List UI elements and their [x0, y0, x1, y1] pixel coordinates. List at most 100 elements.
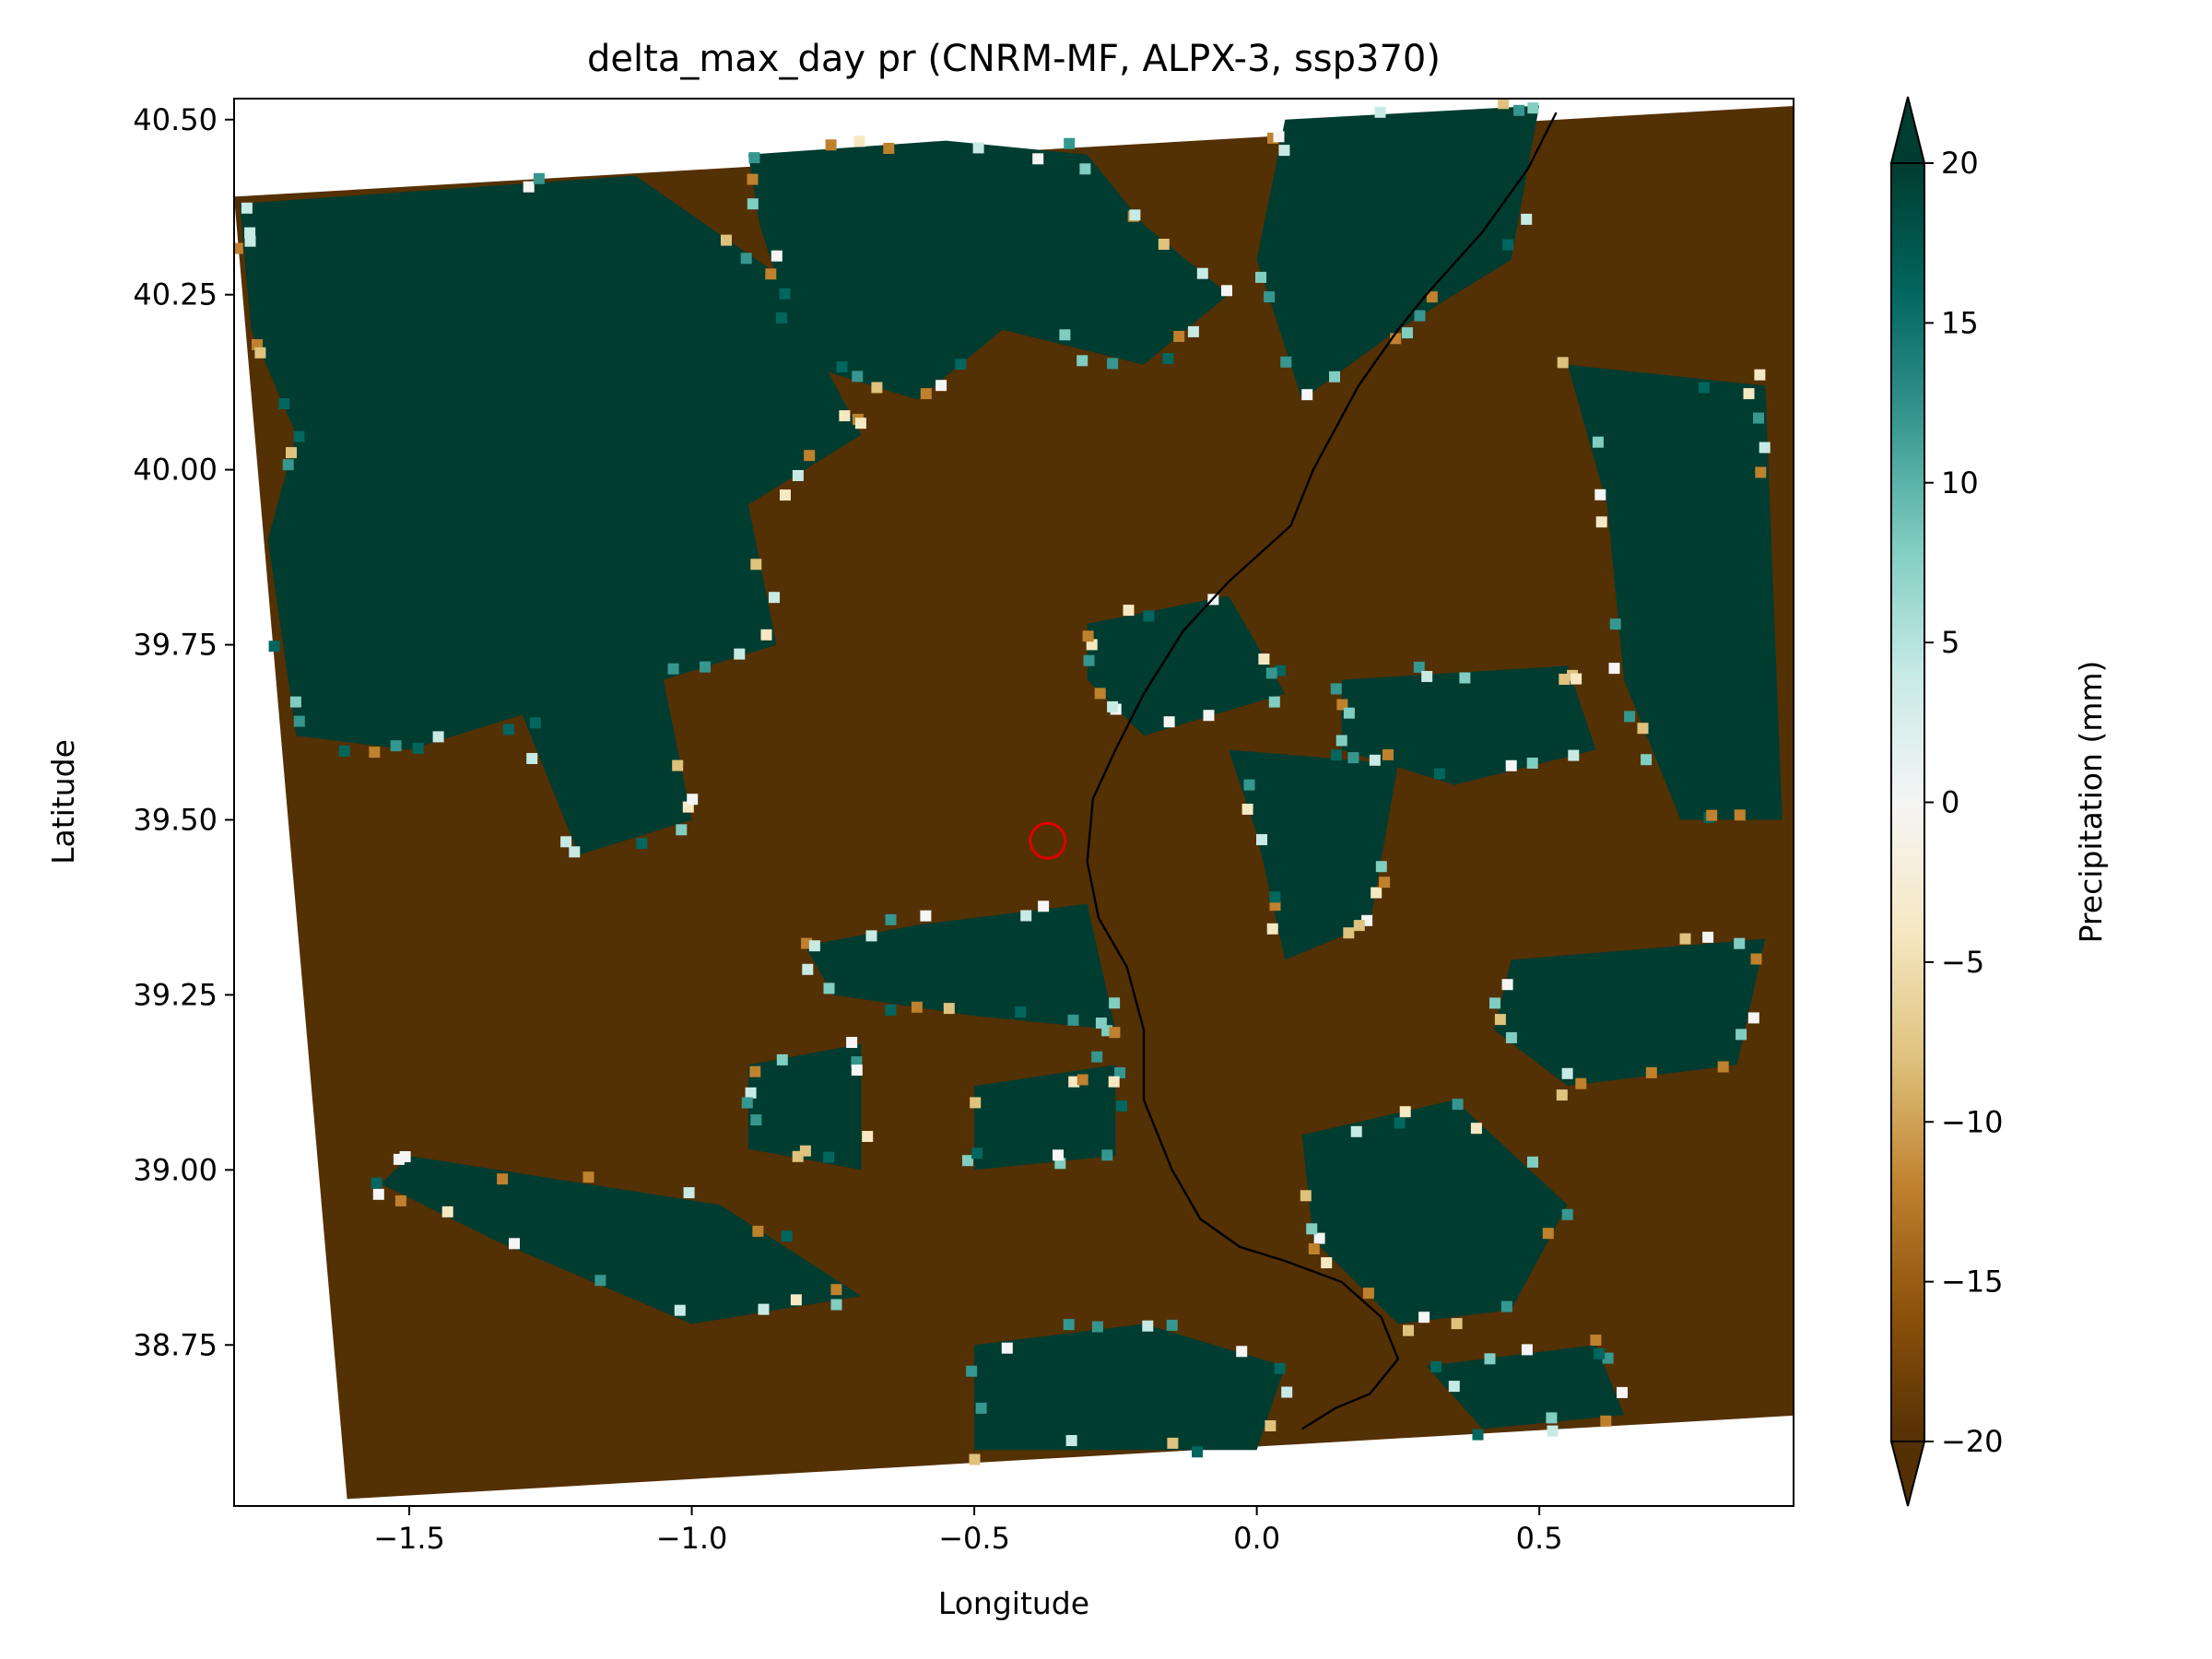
x-tick-label: 0.5	[1516, 1521, 1563, 1556]
transition-cell	[1698, 382, 1710, 394]
transition-cell	[911, 1001, 923, 1013]
transition-cell	[920, 388, 932, 400]
transition-cell	[853, 135, 865, 147]
transition-cell	[871, 382, 883, 394]
transition-cell	[1108, 1076, 1120, 1088]
transition-cell	[1306, 1223, 1318, 1235]
wet-region-6	[1341, 665, 1596, 785]
transition-cell	[780, 489, 791, 501]
transition-cell	[497, 1173, 509, 1185]
transition-cell	[569, 846, 581, 858]
transition-cell	[804, 450, 816, 462]
transition-cell	[1494, 1014, 1506, 1026]
transition-cell	[372, 1188, 384, 1200]
transition-cell	[846, 1037, 858, 1048]
transition-cell	[1091, 1321, 1103, 1333]
transition-cell	[1403, 1324, 1414, 1336]
transition-cell	[1001, 1342, 1013, 1354]
transition-cell	[1369, 754, 1381, 766]
transition-cell	[1015, 1006, 1027, 1018]
transition-cell	[672, 759, 684, 771]
transition-cell	[970, 1097, 982, 1109]
transition-cell	[1561, 1208, 1573, 1220]
transition-cell	[1371, 887, 1382, 899]
transition-cell	[1421, 671, 1433, 682]
wet-region-3	[1256, 105, 1540, 400]
y-tick-label: 40.25	[133, 277, 218, 312]
transition-cell	[390, 740, 402, 752]
y-tick-label: 40.50	[133, 102, 218, 137]
transition-cell	[289, 696, 301, 708]
transition-cell	[830, 1284, 842, 1296]
transition-cell	[1402, 327, 1413, 339]
transition-cell	[966, 1365, 978, 1377]
transition-cell	[1595, 516, 1607, 528]
transition-cell	[582, 1171, 594, 1183]
transition-cell	[502, 724, 514, 735]
transition-cell	[1114, 1067, 1125, 1078]
transition-cell	[920, 910, 932, 922]
transition-cell	[278, 398, 290, 409]
transition-cell	[1335, 735, 1347, 747]
transition-cell	[808, 940, 820, 952]
x-tick-label: −1.0	[656, 1521, 728, 1556]
transition-cell	[1313, 1232, 1325, 1244]
transition-cell	[1592, 436, 1604, 448]
transition-cell	[802, 963, 814, 975]
transition-cell	[1374, 106, 1386, 118]
transition-cell	[779, 288, 791, 300]
transition-cell	[1094, 688, 1106, 700]
transition-cell	[825, 139, 837, 151]
transition-cell	[1221, 285, 1232, 297]
transition-cell	[1343, 707, 1355, 719]
transition-cell	[1594, 1347, 1606, 1359]
transition-cell	[975, 1402, 987, 1414]
transition-cell	[286, 447, 297, 459]
transition-cell	[1353, 920, 1365, 932]
colorbar-tick-label: 20	[1941, 146, 1979, 181]
colorbar-extend-max	[1889, 96, 1926, 164]
transition-cell	[1594, 488, 1606, 500]
transition-cell	[752, 1225, 764, 1237]
colorbar-tick-label: 10	[1941, 465, 1979, 500]
transition-cell	[1343, 927, 1355, 939]
colorbar-tick-label: 5	[1941, 625, 1959, 660]
transition-cell	[741, 1097, 753, 1109]
colorbar-tick-label: −20	[1941, 1424, 2004, 1459]
transition-cell	[1109, 1027, 1121, 1039]
transition-cell	[1300, 1190, 1312, 1202]
transition-cell	[533, 172, 545, 184]
transition-cell	[636, 838, 648, 850]
transition-cell	[1521, 1344, 1533, 1356]
transition-cell	[1617, 1386, 1628, 1398]
transition-cell	[1568, 749, 1580, 761]
transition-cell	[1082, 630, 1094, 642]
transition-cell	[1162, 353, 1174, 364]
transition-cell	[1203, 710, 1215, 722]
transition-cell	[1734, 937, 1746, 949]
transition-cell	[1079, 163, 1091, 175]
y-tick-label: 39.25	[133, 977, 218, 1012]
transition-cell	[1187, 325, 1199, 337]
transition-cell	[1747, 1012, 1759, 1024]
transition-cell	[1336, 699, 1348, 711]
transition-cell	[268, 641, 280, 653]
transition-cell	[1020, 910, 1032, 922]
x-tick-label: −0.5	[938, 1521, 1010, 1556]
transition-cell	[1546, 1412, 1558, 1424]
transition-cell	[1451, 1318, 1463, 1330]
transition-cell	[1362, 1288, 1374, 1300]
wet-region-13	[381, 1156, 862, 1324]
transition-cell	[1641, 754, 1653, 766]
plot-area	[234, 99, 1794, 1500]
transition-cell	[700, 661, 711, 673]
transition-cell	[1143, 610, 1155, 622]
transition-cell	[1064, 137, 1076, 149]
transition-cell	[393, 1153, 405, 1165]
transition-cell	[1163, 716, 1175, 728]
transition-cell	[338, 745, 350, 757]
transition-cell	[775, 312, 787, 324]
transition-cell	[760, 629, 772, 641]
transition-cell	[1264, 291, 1276, 303]
